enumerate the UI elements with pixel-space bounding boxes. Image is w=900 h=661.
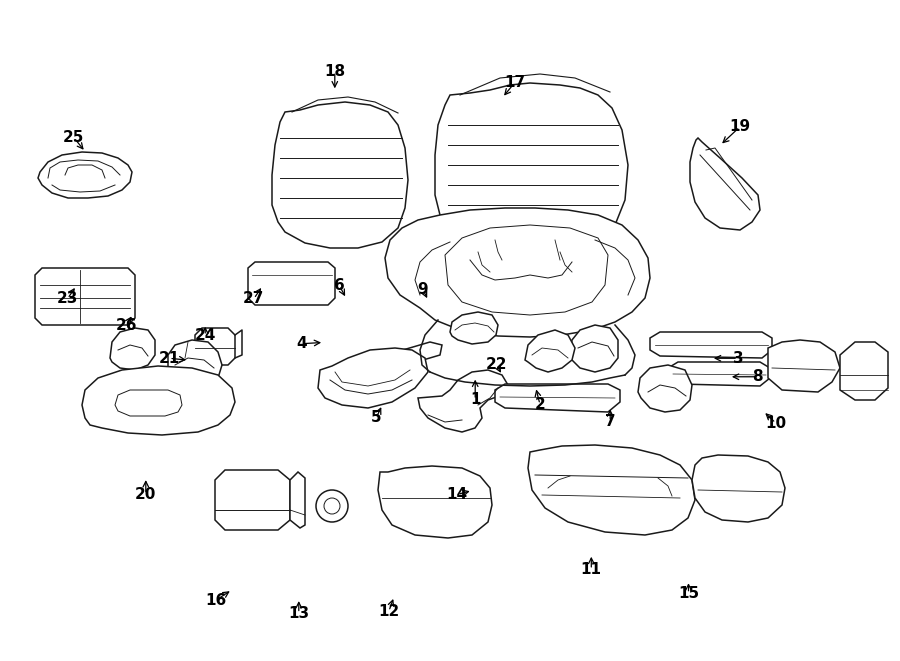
Polygon shape xyxy=(290,472,305,528)
Text: 13: 13 xyxy=(288,606,310,621)
Text: 18: 18 xyxy=(324,64,346,79)
Polygon shape xyxy=(35,268,135,325)
Polygon shape xyxy=(570,325,618,372)
Polygon shape xyxy=(195,328,235,365)
Polygon shape xyxy=(525,330,575,372)
Polygon shape xyxy=(692,455,785,522)
Polygon shape xyxy=(215,470,290,530)
Polygon shape xyxy=(248,262,335,305)
Text: 1: 1 xyxy=(470,393,481,407)
Circle shape xyxy=(307,274,323,290)
Polygon shape xyxy=(418,370,508,432)
Text: 23: 23 xyxy=(57,292,78,306)
Polygon shape xyxy=(768,340,840,392)
Polygon shape xyxy=(168,340,222,386)
Circle shape xyxy=(274,274,290,290)
Polygon shape xyxy=(840,342,888,400)
Text: 19: 19 xyxy=(729,120,751,134)
Polygon shape xyxy=(385,208,650,337)
Text: 25: 25 xyxy=(63,130,85,145)
Text: 21: 21 xyxy=(158,351,180,366)
Polygon shape xyxy=(272,102,408,248)
Circle shape xyxy=(324,498,340,514)
Circle shape xyxy=(257,274,273,290)
Text: 2: 2 xyxy=(535,397,545,412)
Text: 12: 12 xyxy=(378,604,400,619)
Polygon shape xyxy=(318,348,428,408)
Text: 24: 24 xyxy=(194,329,216,343)
Polygon shape xyxy=(115,390,182,416)
Polygon shape xyxy=(528,445,695,535)
Polygon shape xyxy=(345,342,442,385)
Text: 7: 7 xyxy=(605,414,616,429)
Circle shape xyxy=(316,490,348,522)
Text: 9: 9 xyxy=(418,282,428,297)
Text: 10: 10 xyxy=(765,416,787,430)
Text: 15: 15 xyxy=(678,586,699,601)
Text: 5: 5 xyxy=(371,410,382,425)
Polygon shape xyxy=(638,365,692,412)
Polygon shape xyxy=(450,312,498,344)
Polygon shape xyxy=(495,384,620,412)
Text: 16: 16 xyxy=(205,593,227,607)
Text: 3: 3 xyxy=(733,351,743,366)
Text: 4: 4 xyxy=(296,336,307,351)
Text: 22: 22 xyxy=(486,358,508,372)
Polygon shape xyxy=(690,138,760,230)
Polygon shape xyxy=(378,466,492,538)
Text: 27: 27 xyxy=(243,292,265,306)
Text: 17: 17 xyxy=(504,75,526,90)
Text: 26: 26 xyxy=(115,318,137,332)
Polygon shape xyxy=(668,362,770,386)
Text: 8: 8 xyxy=(752,369,763,384)
Circle shape xyxy=(290,274,306,290)
Text: 6: 6 xyxy=(334,278,345,293)
Circle shape xyxy=(396,488,420,512)
Text: 11: 11 xyxy=(580,563,602,577)
Polygon shape xyxy=(110,328,155,370)
Text: 20: 20 xyxy=(135,487,157,502)
Polygon shape xyxy=(38,152,132,198)
Polygon shape xyxy=(650,332,772,358)
Polygon shape xyxy=(82,366,235,435)
Text: 14: 14 xyxy=(446,487,468,502)
Polygon shape xyxy=(435,83,628,250)
Polygon shape xyxy=(445,225,608,315)
